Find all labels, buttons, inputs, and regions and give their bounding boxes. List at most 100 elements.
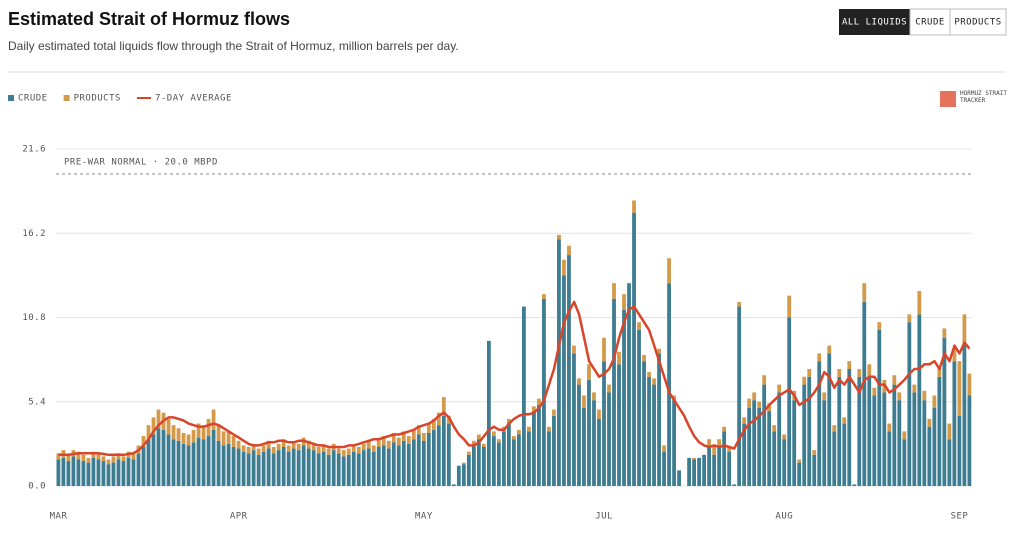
bar-segment [311, 450, 316, 486]
bar-segment [572, 345, 576, 354]
bar-segment [366, 448, 371, 486]
bar-segment [191, 429, 196, 443]
bar-segment [807, 368, 812, 377]
bar-segment [937, 376, 942, 486]
bar-segment [842, 423, 847, 486]
bar-segment [306, 448, 311, 486]
bar-segment [206, 436, 211, 486]
bar-segment [176, 428, 181, 441]
bar-segment [511, 439, 516, 486]
bar-segment [456, 465, 461, 486]
bar-segment [922, 390, 927, 401]
bar-segment [476, 434, 481, 440]
button-products[interactable] [949, 8, 1007, 36]
y-tick-label: 21.6 [22, 145, 46, 155]
bar-segment [441, 415, 446, 486]
bar-segment [582, 395, 586, 408]
bar-segment [211, 429, 216, 486]
bar-segment [767, 411, 772, 486]
y-tick-label: 5.4 [28, 397, 46, 407]
bar-segment [461, 462, 466, 465]
bar-segment [917, 290, 922, 315]
bar-segment [221, 445, 226, 486]
bar-segment [226, 431, 231, 444]
bar-segment [236, 448, 241, 486]
bar-segment [542, 294, 546, 299]
bar-segment [506, 423, 511, 486]
bar-segment [907, 314, 912, 323]
bar-segment [386, 448, 391, 486]
bar-segment [491, 431, 496, 437]
bar-segment [61, 457, 66, 486]
bar-segment [552, 415, 556, 486]
bar-segment [772, 431, 777, 486]
bar-segment [622, 309, 626, 486]
bar-segment [517, 434, 521, 486]
bar-segment [406, 443, 411, 486]
bar-segment [201, 439, 206, 486]
bar-segment [772, 425, 777, 432]
bar-segment [647, 376, 651, 486]
y-tick-label: 16.2 [22, 229, 46, 239]
button-all[interactable] [839, 9, 910, 35]
button-crude[interactable] [909, 8, 951, 36]
bar-segment [471, 440, 476, 446]
bar-segment [156, 409, 161, 429]
bar-segment [451, 484, 456, 486]
bar-segment [922, 400, 927, 486]
bar-segment [852, 484, 857, 486]
x-tick-label: AUG [775, 512, 793, 522]
bar-segment [602, 361, 606, 486]
bar-segment [612, 283, 616, 299]
bar-segment [426, 432, 431, 486]
bar-segment [216, 440, 221, 486]
bar-segment [717, 439, 722, 447]
bar-segment [251, 450, 256, 486]
average-line [58, 300, 971, 457]
bar-segment [927, 426, 932, 486]
bar-segment [66, 461, 71, 486]
reference-label: PRE-WAR NORMAL · 20.0 MBPD [64, 157, 218, 167]
bar-segment [782, 439, 787, 486]
bar-segment [927, 418, 932, 427]
bar-segment [787, 295, 792, 318]
bar-segment [351, 451, 356, 486]
bar-segment [496, 442, 501, 486]
bar-segment [481, 443, 486, 447]
bar-segment [111, 462, 116, 486]
bar-segment [146, 425, 151, 440]
bar-segment [752, 400, 757, 486]
bar-segment [321, 445, 326, 452]
x-tick-label: JUL [595, 512, 613, 522]
bar-segment [446, 423, 451, 486]
bar-segment [677, 470, 681, 486]
bar-segment [872, 387, 877, 396]
bar-segment [231, 446, 236, 486]
bar-segment [862, 283, 867, 302]
bar-segment [542, 298, 546, 486]
bar-segment [251, 443, 256, 451]
bar-segment [296, 443, 301, 451]
bar-segment [632, 212, 636, 486]
bar-segment [812, 450, 817, 455]
bar-segment [837, 368, 842, 377]
bar-segment [747, 398, 752, 408]
logo-mark [940, 91, 956, 107]
bar-segment [707, 439, 712, 447]
bar-segment [101, 456, 106, 462]
bar-segment [271, 446, 276, 454]
bar-segment [406, 436, 411, 444]
bar-segment [822, 400, 827, 486]
bar-segment [126, 457, 131, 486]
bar-segment [256, 448, 261, 455]
bar-segment [832, 431, 837, 486]
bar-segment [802, 384, 807, 486]
bar-segment [66, 454, 71, 462]
bar-segment [757, 407, 762, 486]
bar-segment [291, 442, 296, 449]
bar-segment [301, 445, 306, 486]
bar-segment [687, 457, 691, 486]
bar-segment [261, 451, 266, 486]
bar-segment [937, 367, 942, 377]
bar-segment [356, 453, 361, 486]
